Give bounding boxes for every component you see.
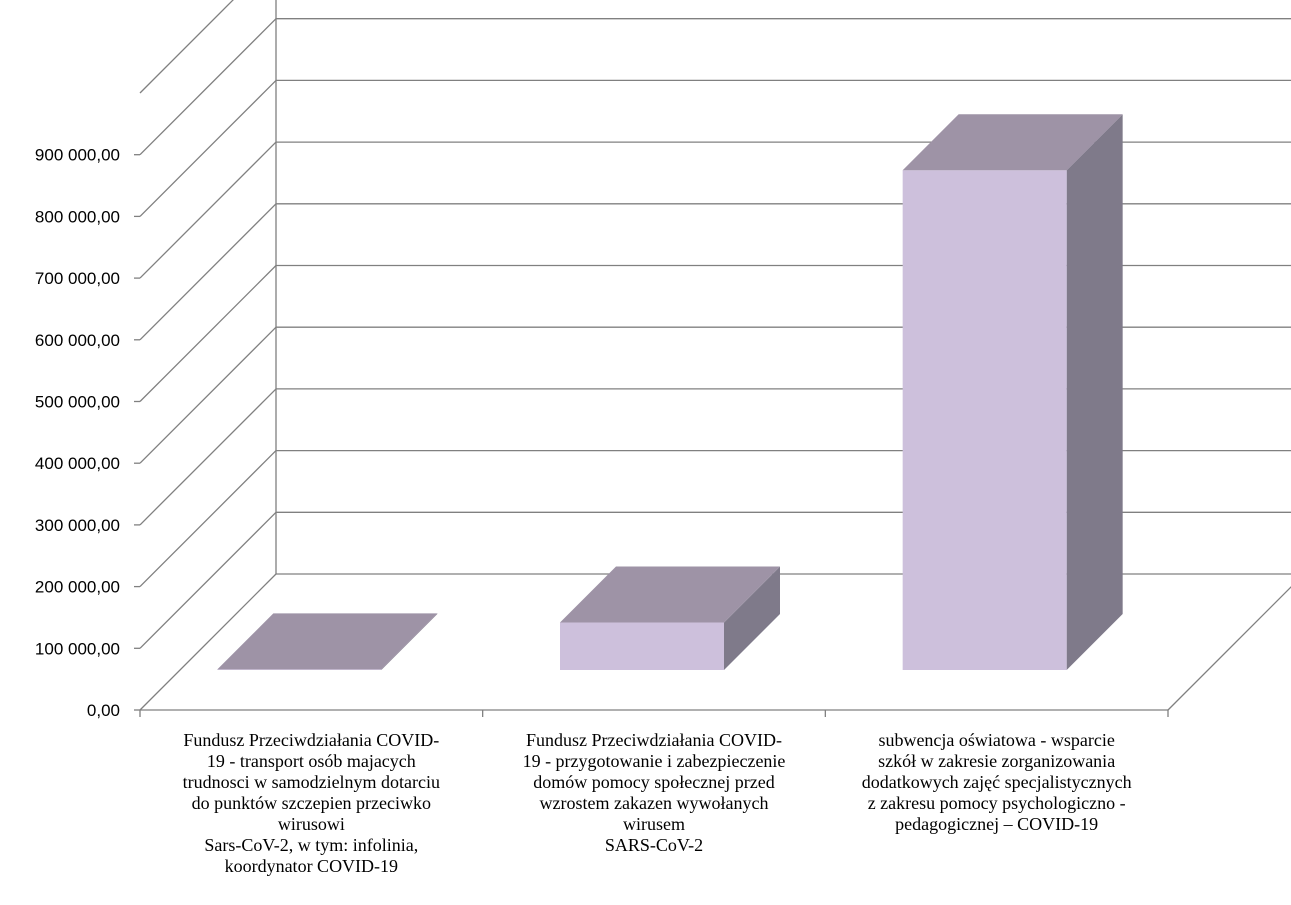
y-tick-label: 300 000,00 — [35, 516, 120, 535]
gridline-diagonal — [139, 388, 277, 526]
bar-top — [217, 613, 438, 670]
y-tick-label: 100 000,00 — [35, 639, 120, 658]
bar-front — [217, 669, 382, 670]
gridline-diagonal — [139, 265, 277, 402]
y-tick-label: 500 000,00 — [35, 393, 120, 412]
gridline-diagonal — [139, 18, 277, 156]
category-label-line: Fundusz Przeciwdziałania COVID- — [183, 730, 440, 750]
category-label-line: Sars-CoV-2, w tym: infolinia, — [204, 835, 419, 855]
category-label-line: pedagogicznej – COVID-19 — [895, 814, 1099, 834]
category-label-line: SARS-CoV-2 — [604, 835, 704, 855]
gridline-diagonal — [139, 0, 234, 94]
bar-top — [560, 566, 780, 623]
category-label-line: domów pomocy społecznej przed — [533, 772, 775, 792]
bar-front — [560, 622, 724, 670]
category-label-line: wzrostem zakazen wywołanych — [539, 793, 769, 813]
category-label-line: subwencja oświatowa - wsparcie — [878, 730, 1115, 750]
y-tick-label: 600 000,00 — [35, 331, 120, 350]
y-tick-label: 700 000,00 — [35, 269, 120, 288]
floor-right-edge — [1167, 586, 1291, 711]
gridline-diagonal — [139, 573, 277, 711]
bar-side — [381, 613, 438, 670]
bar-front — [902, 170, 1067, 671]
category-label-line: dodatkowych zajęć specjalistycznych — [861, 772, 1132, 792]
x-category-label: Fundusz Przeciwdziałania COVID- 19 - tran… — [141, 730, 481, 877]
bar-top — [902, 114, 1123, 171]
bar — [560, 566, 780, 670]
category-label-line: 19 - przygotowanie i zabezpieczenie — [522, 751, 786, 771]
y-tick-label: 400 000,00 — [35, 454, 120, 473]
bar-side — [724, 566, 780, 670]
y-axis-tick-labels: 0,00 100 000,00 200 000,00 300 000,00 400 00… — [35, 146, 140, 720]
category-label-line: wirusem — [623, 814, 685, 834]
gridline-diagonal — [139, 326, 277, 464]
gridline-diagonal — [139, 511, 277, 649]
category-label-line: do punktów szczepien przeciwko — [191, 793, 432, 813]
bar-side — [1066, 114, 1123, 671]
bars — [217, 114, 1123, 671]
x-category-label: Fundusz Przeciwdziałania COVID- 19 - przy… — [484, 730, 824, 856]
bar — [217, 613, 438, 670]
y-tick-label: 900 000,00 — [35, 146, 120, 165]
category-label-line: Fundusz Przeciwdziałania COVID- — [526, 730, 782, 750]
category-label-line: koordynator COVID-19 — [224, 856, 399, 876]
gridline-diagonal — [139, 141, 277, 279]
category-label-line: wirusowi — [277, 814, 345, 834]
category-label-line: 19 - transport osób majacych — [206, 751, 416, 771]
x-category-label: subwencja oświatowa - wsparcie szkół w za… — [827, 730, 1167, 835]
gridline-diagonal — [139, 203, 277, 341]
gridline-diagonal — [139, 450, 277, 588]
y-tick-label: 200 000,00 — [35, 578, 120, 597]
category-label-line: z zakresu pomocy psychologiczno - — [867, 793, 1126, 813]
category-label-line: szkół w zakresie zorganizowania — [878, 751, 1116, 771]
gridline-diagonal — [139, 79, 277, 217]
bar — [902, 114, 1123, 671]
y-tick-label: 800 000,00 — [35, 207, 120, 226]
y-tick-label: 0,00 — [87, 701, 120, 720]
category-label-line: trudnosci w samodzielnym dotarciu — [182, 772, 441, 792]
x-axis — [139, 710, 1169, 717]
